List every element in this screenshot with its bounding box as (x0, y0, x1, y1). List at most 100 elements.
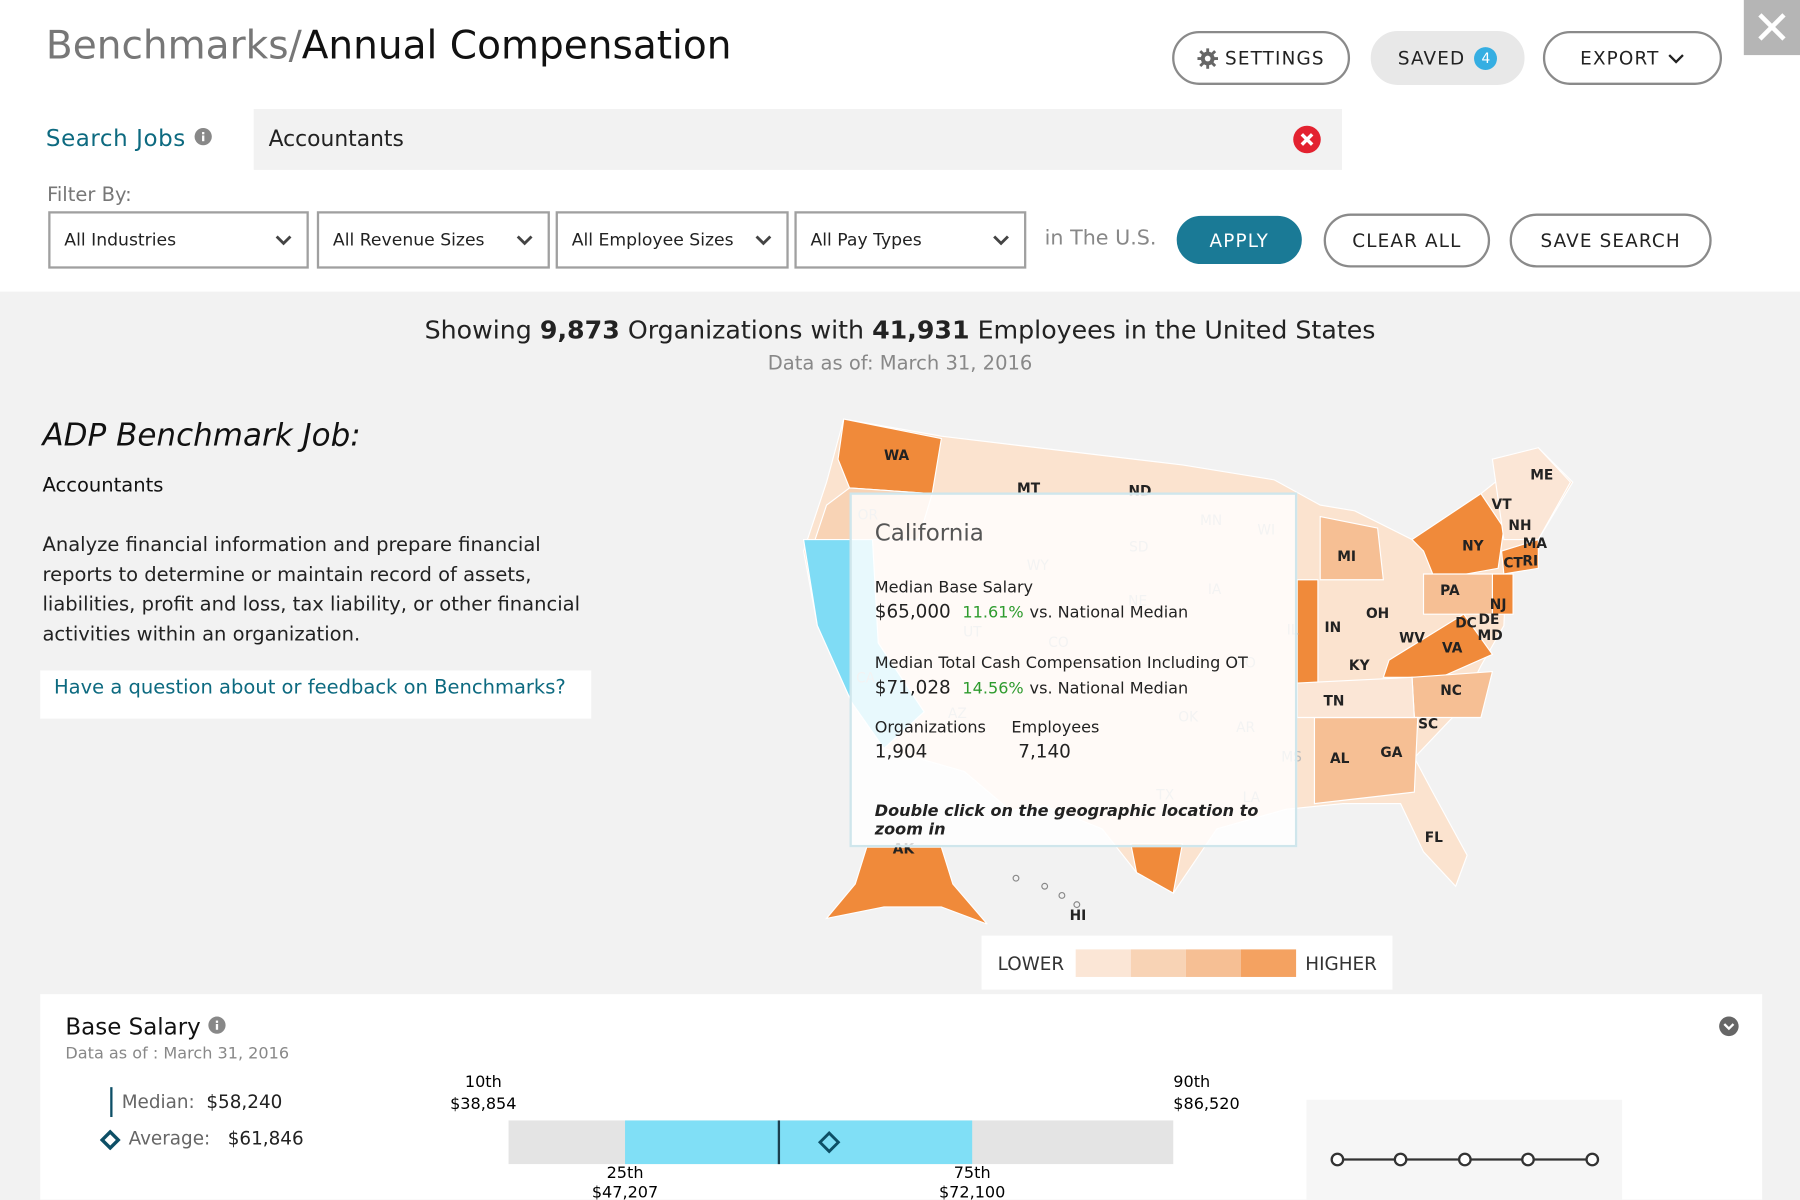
vs: vs. National Median (1029, 603, 1189, 623)
percentile-value: $47,207 (592, 1182, 658, 1199)
chevron (516, 235, 533, 246)
average: Average: $61,846 (129, 1127, 304, 1149)
value: $65,000 (874, 600, 951, 623)
state-label: CT (1503, 556, 1523, 572)
collapse-icon[interactable] (1719, 1016, 1740, 1037)
job-heading: ADP Benchmark Job: (42, 417, 361, 454)
iqr-bar (625, 1120, 973, 1165)
info-icon (208, 1016, 226, 1034)
label: SAVED (1397, 47, 1466, 69)
state-shape[interactable] (1422, 573, 1493, 615)
state-shape[interactable] (1382, 613, 1494, 678)
percentile-value: $86,520 (1173, 1094, 1239, 1113)
apply-button[interactable]: APPLY (1176, 215, 1302, 265)
legend-swatch (1130, 949, 1186, 977)
label: Data as of : (65, 1044, 159, 1064)
state-label: WV (1399, 630, 1425, 646)
feedback-box: Have a question about or feedback on Ben… (40, 670, 592, 719)
chevron (755, 235, 772, 246)
date: March 31, 2016 (879, 352, 1033, 376)
legend-swatch (1075, 949, 1131, 977)
median-marker (110, 1087, 113, 1118)
trend-chart (1330, 1152, 1600, 1167)
diff: 11.61% (962, 603, 1024, 623)
state-shape[interactable] (1411, 492, 1505, 581)
state-shape[interactable] (1296, 579, 1319, 684)
median: Median: $58,240 (122, 1091, 283, 1113)
state-shape[interactable] (1296, 676, 1415, 719)
legend-low: LOWER (997, 952, 1065, 975)
chevron-path (275, 235, 292, 246)
legend-swatch (1240, 949, 1297, 977)
state-label: DC (1455, 615, 1477, 631)
dropdown[interactable]: All Employee Sizes (555, 211, 789, 269)
dropdown-label: All Pay Types (810, 229, 922, 251)
percentile-label: 90th (1173, 1072, 1210, 1091)
chevron-path (993, 235, 1009, 246)
state-shape[interactable] (1319, 515, 1384, 581)
state-label: NJ (1490, 597, 1507, 613)
state-label: OH (1366, 606, 1389, 622)
hint: Double click on the geographic location … (874, 802, 1259, 840)
diff: 14.56% (962, 679, 1024, 698)
state-label: VT (1492, 497, 1513, 513)
feedback-link[interactable]: Have a question about or feedback on Ben… (53, 676, 566, 700)
close-button[interactable] (1743, 0, 1800, 56)
chevron (993, 235, 1009, 246)
search-value: Accountants (268, 126, 404, 152)
dropdown-label: All Revenue Sizes (332, 229, 485, 251)
state-shape[interactable] (1491, 447, 1572, 541)
average-marker (99, 1129, 121, 1151)
island (1041, 882, 1049, 890)
state-shape[interactable] (825, 846, 988, 925)
saved-button[interactable]: SAVED 4 (1370, 30, 1525, 85)
state-shape[interactable] (1500, 538, 1539, 575)
dropdown[interactable]: All Industries (48, 211, 309, 269)
date: March 31, 2016 (163, 1044, 290, 1064)
tooltip-title: California (874, 518, 984, 547)
label: Median Total Cash Compensation Including… (874, 654, 1248, 673)
clear-all-button[interactable]: CLEAR ALL (1323, 213, 1491, 268)
percentile-value: $72,100 (939, 1182, 1005, 1199)
legend-high: HIGHER (1305, 952, 1377, 975)
state-label: AL (1330, 751, 1350, 767)
state-label: FL (1425, 830, 1443, 846)
state-label: MD (1478, 628, 1503, 644)
island (1012, 874, 1020, 882)
label: SETTINGS (1225, 47, 1325, 69)
label: Median: (121, 1090, 195, 1113)
info-icon (194, 128, 212, 146)
save-search-button[interactable]: SAVE SEARCH (1509, 213, 1712, 268)
value: 7,140 (1018, 740, 1071, 763)
dropdown[interactable]: All Pay Types (794, 211, 1027, 269)
page-title: Benchmarks/Annual Compensation (46, 23, 732, 69)
search-input[interactable]: Accountants (253, 109, 1343, 170)
state-label: HI (1070, 908, 1087, 924)
row: $71,028 14.56% vs. National Median (875, 676, 1188, 698)
state-label: PA (1440, 583, 1460, 599)
dropdown[interactable]: All Revenue Sizes (316, 211, 550, 269)
job-description: Analyze financial information and prepar… (42, 533, 581, 647)
scope: in The U.S. (1044, 226, 1157, 251)
clear-search-icon[interactable] (1293, 125, 1322, 154)
trend-panel (1306, 1099, 1623, 1200)
settings-button[interactable]: SETTINGS (1172, 30, 1351, 85)
job-name: Accountants (42, 474, 164, 498)
gear-icon (1197, 47, 1219, 69)
state-label: TN (1324, 693, 1345, 709)
card-date: Data as of : March 31, 2016 (65, 1045, 289, 1063)
value: $61,846 (227, 1127, 304, 1150)
export-button[interactable]: EXPORT (1542, 30, 1722, 85)
percentile-label: 25th (607, 1163, 644, 1182)
percentile-label: 75th (954, 1163, 991, 1182)
state-label: NY (1462, 538, 1485, 554)
card-title: Base Salary (65, 1013, 226, 1040)
emp-count: 41,931 (872, 316, 970, 346)
state-shape[interactable] (1130, 843, 1184, 895)
state-label: NH (1508, 518, 1531, 534)
label: Employees (1011, 718, 1100, 738)
state-label: NC (1440, 683, 1462, 699)
label: Organizations (874, 718, 986, 738)
